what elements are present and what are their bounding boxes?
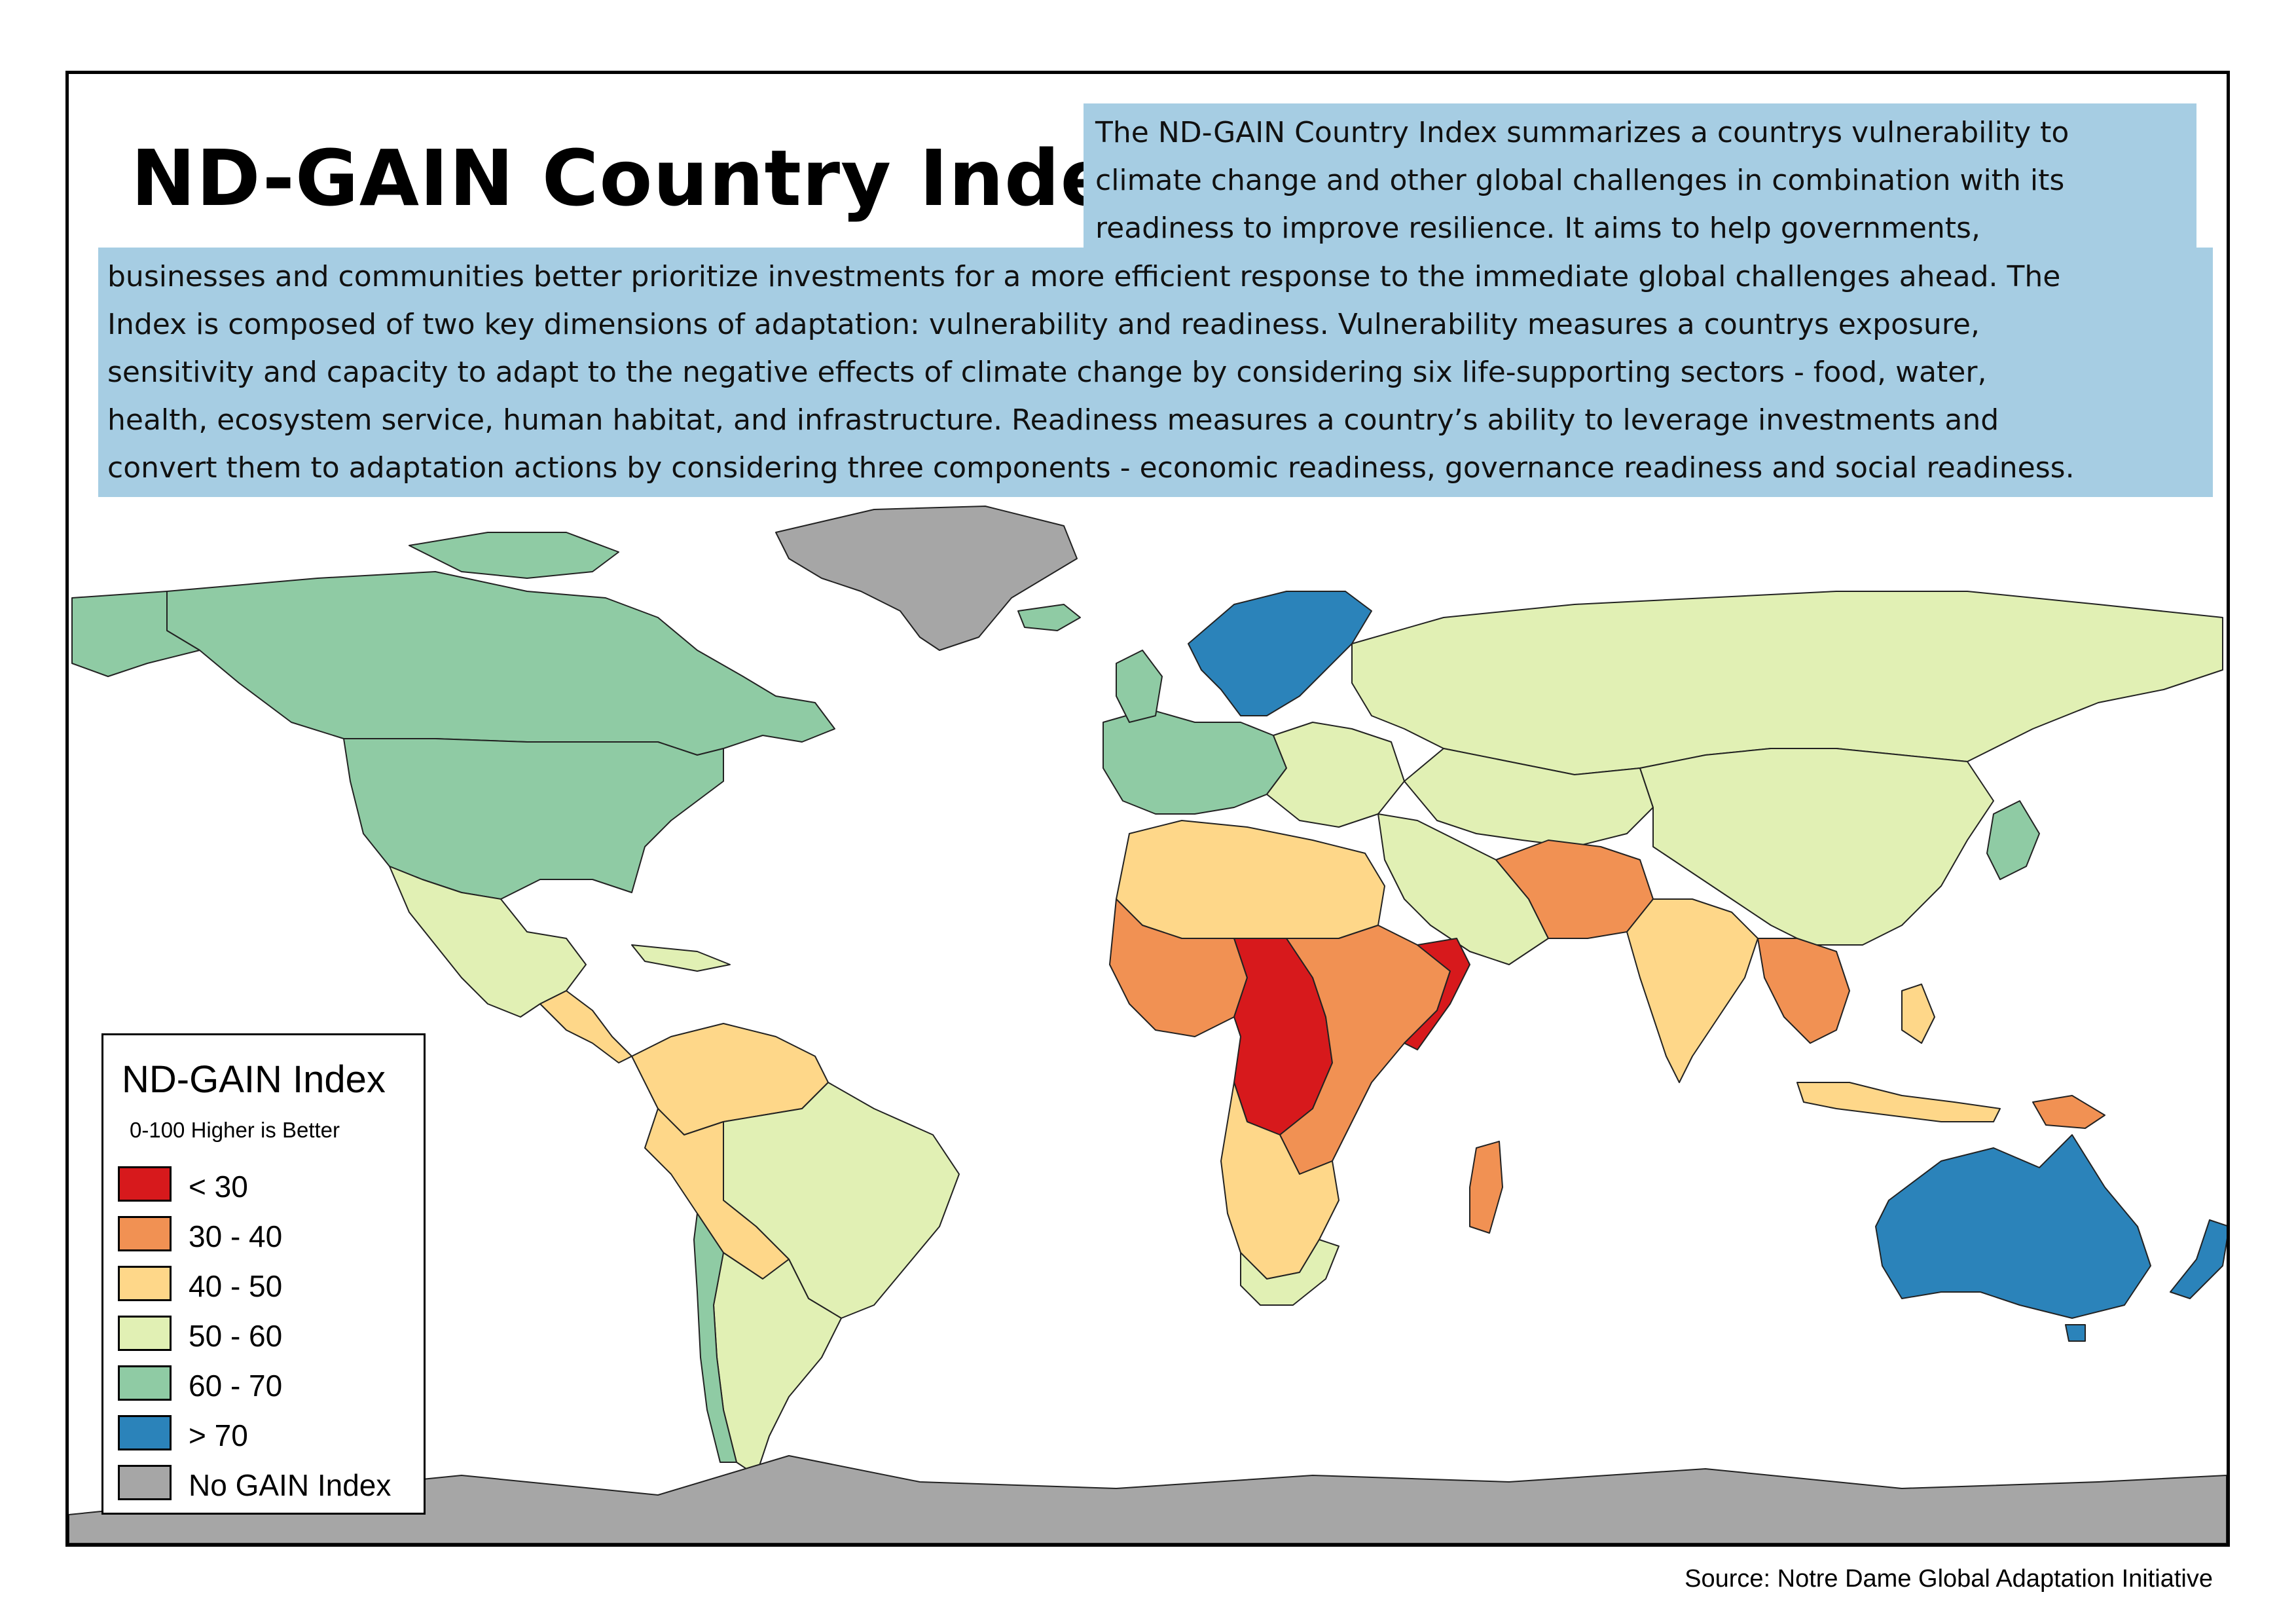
- legend-swatch: [118, 1465, 172, 1500]
- description-line: The ND-GAIN Country Index summarizes a c…: [1095, 116, 2069, 149]
- world-map: [69, 506, 2227, 1543]
- description-line: readiness to improve resilience. It aims…: [1095, 212, 1980, 245]
- map-title: ND-GAIN Country Index: [131, 133, 1164, 223]
- region-iceland: [1017, 604, 1081, 631]
- legend-label: 60 - 70: [189, 1369, 283, 1403]
- legend-item: 60 - 70: [118, 1365, 419, 1403]
- region-russia: [1351, 591, 2223, 775]
- region-north-africa: [1116, 820, 1385, 939]
- region-madagascar: [1469, 1141, 1503, 1234]
- legend-item: > 70: [118, 1415, 419, 1453]
- region-eastern-europe: [1266, 722, 1405, 828]
- region-greenland: [775, 506, 1078, 651]
- description-line: convert them to adaptation actions by co…: [107, 451, 2075, 485]
- region-southeast-asia: [1757, 938, 1850, 1044]
- legend-item: No GAIN Index: [118, 1465, 419, 1503]
- legend-label: No GAIN Index: [189, 1468, 392, 1502]
- region-australia: [1875, 1134, 2151, 1319]
- description-line: health, ecosystem service, human habitat…: [107, 403, 1999, 437]
- legend-subtitle: 0-100 Higher is Better: [130, 1118, 340, 1142]
- description-body: businesses and communities better priori…: [98, 248, 2213, 497]
- region-western-europe: [1102, 709, 1287, 815]
- region-central-america: [539, 990, 632, 1063]
- region-canada-islands: [409, 532, 619, 579]
- legend-swatch: [118, 1316, 172, 1351]
- region-philippines: [1901, 984, 1935, 1044]
- region-east-africa: [1279, 925, 1451, 1175]
- legend-label: < 30: [189, 1170, 248, 1204]
- legend-item: < 30: [118, 1166, 419, 1204]
- legend-item: 30 - 40: [118, 1216, 419, 1254]
- legend-swatch: [118, 1166, 172, 1202]
- legend-label: 30 - 40: [189, 1219, 283, 1253]
- description-line: Index is composed of two key dimensions …: [107, 308, 1980, 341]
- region-somalia: [1404, 938, 1470, 1050]
- region-canada: [166, 571, 835, 756]
- legend-swatch: [118, 1415, 172, 1450]
- region-scandinavia: [1188, 591, 1372, 716]
- legend-label: 50 - 60: [189, 1319, 283, 1353]
- description-top: The ND-GAIN Country Index summarizes a c…: [1084, 103, 2196, 257]
- region-png: [2032, 1095, 2105, 1129]
- legend-swatch: [118, 1266, 172, 1301]
- region-caribbean: [631, 944, 731, 972]
- region-antarctica: [69, 1455, 2227, 1543]
- region-uk: [1116, 650, 1163, 723]
- description-line: businesses and communities better priori…: [107, 260, 2061, 293]
- legend: ND-GAIN Index 0-100 Higher is Better < 3…: [101, 1033, 426, 1515]
- region-chile: [693, 1213, 737, 1463]
- region-alaska: [71, 591, 200, 677]
- region-middle-east: [1377, 813, 1549, 965]
- region-china-mongolia: [1639, 748, 1994, 946]
- region-korea-japan: [1986, 800, 2040, 880]
- region-new-zealand: [2170, 1219, 2227, 1299]
- region-indonesia: [1796, 1082, 2001, 1122]
- source-credit: Source: Notre Dame Global Adaptation Ini…: [1685, 1565, 2213, 1593]
- legend-item: 40 - 50: [118, 1266, 419, 1304]
- region-central-asia: [1404, 748, 1654, 847]
- legend-item: 50 - 60: [118, 1316, 419, 1354]
- description-line: sensitivity and capacity to adapt to the…: [107, 356, 1987, 389]
- region-tasmania: [2065, 1324, 2086, 1342]
- legend-title: ND-GAIN Index: [122, 1058, 386, 1101]
- region-south-africa: [1240, 1239, 1339, 1306]
- map-frame: ND-GAIN Country Index The ND-GAIN Countr…: [65, 71, 2230, 1547]
- legend-swatch: [118, 1365, 172, 1401]
- description-line: climate change and other global challeng…: [1095, 164, 2065, 197]
- legend-label: > 70: [189, 1418, 248, 1452]
- region-india: [1626, 898, 1758, 1083]
- legend-label: 40 - 50: [189, 1269, 283, 1303]
- legend-swatch: [118, 1216, 172, 1251]
